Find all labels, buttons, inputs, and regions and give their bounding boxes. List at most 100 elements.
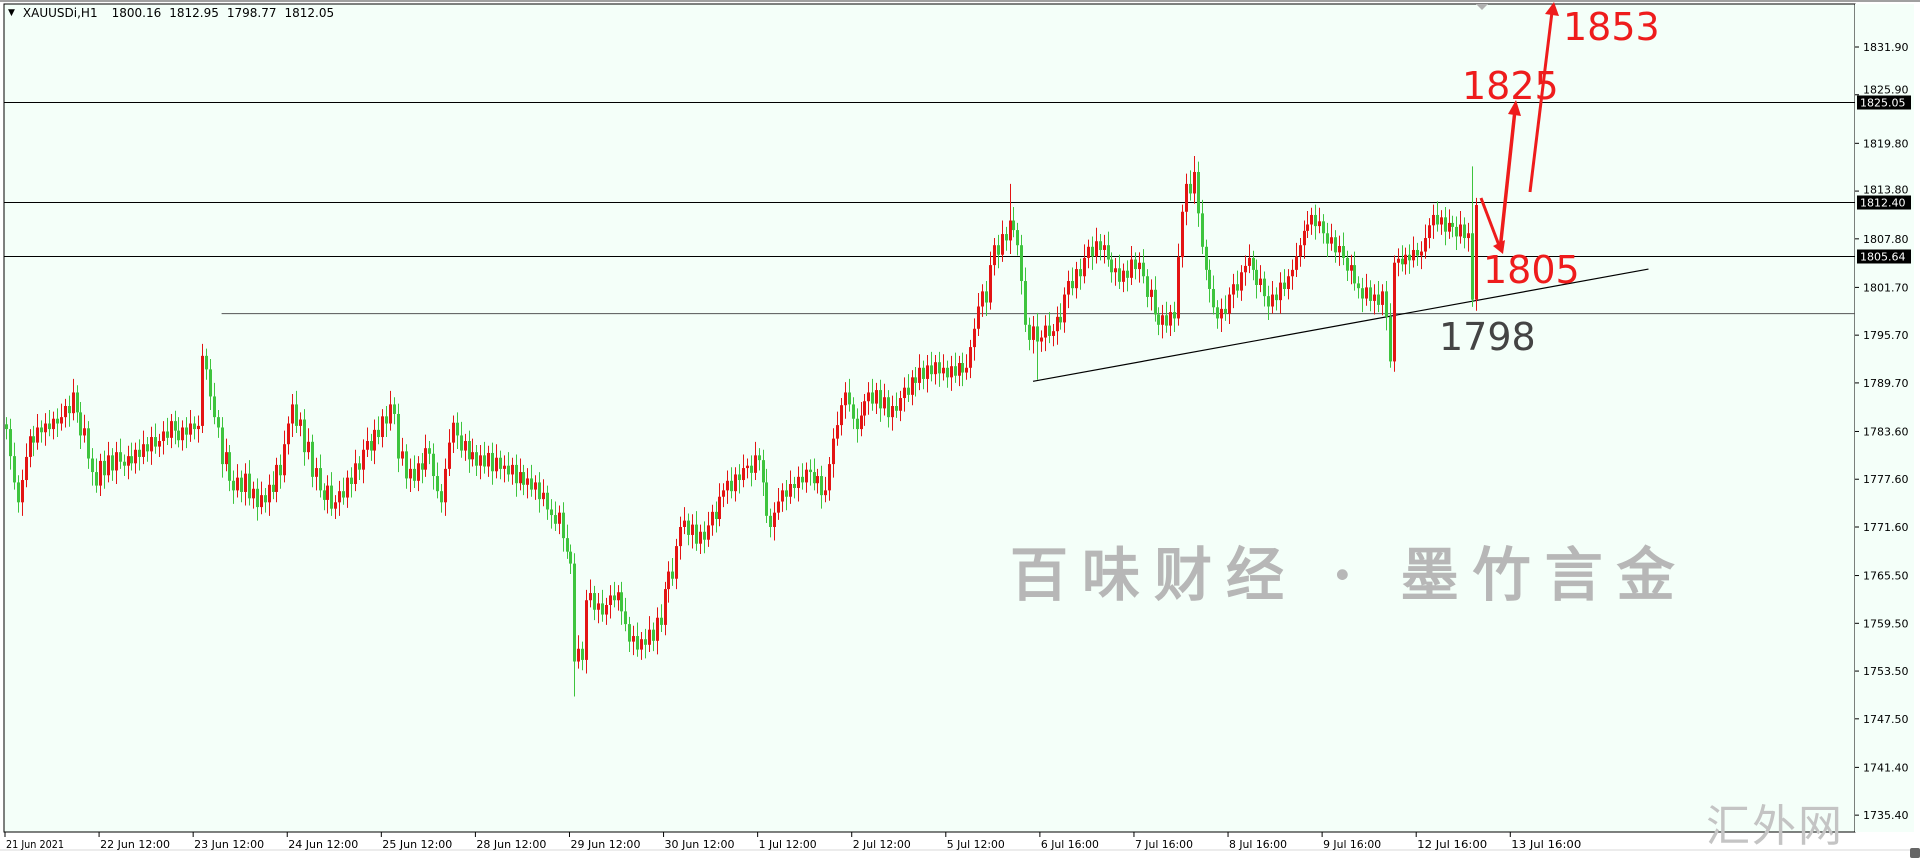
candle-body <box>511 464 514 475</box>
candle-body <box>127 456 130 466</box>
candle-body <box>632 636 635 642</box>
candle <box>754 441 757 481</box>
candle <box>1052 324 1055 347</box>
candle <box>805 462 808 493</box>
candle <box>409 458 412 492</box>
candle-body <box>1032 326 1035 340</box>
candle <box>311 434 314 488</box>
y-tick-label: 1777.60 <box>1863 473 1909 486</box>
candle-body <box>1306 224 1309 231</box>
candle <box>1208 259 1211 303</box>
candle <box>981 284 984 317</box>
candle <box>350 467 353 498</box>
candle-body <box>268 484 271 503</box>
candle-body <box>1048 325 1051 336</box>
candle-body <box>1338 246 1341 253</box>
candle <box>354 449 357 492</box>
candle-body <box>601 603 604 615</box>
candle-body <box>871 392 874 404</box>
candle-body <box>1024 281 1027 325</box>
candle-body <box>828 464 831 491</box>
y-tick-label: 1807.80 <box>1863 233 1909 246</box>
candle-body <box>997 245 1000 255</box>
candle <box>1165 301 1168 333</box>
candle-body <box>860 415 863 430</box>
candle <box>977 292 980 336</box>
rally-arrow-line <box>1498 109 1517 251</box>
candle-body <box>107 455 110 476</box>
candle <box>291 394 294 438</box>
candle <box>918 354 921 391</box>
candle <box>675 538 678 590</box>
candle-body <box>1334 237 1337 253</box>
candle-body <box>1052 331 1055 336</box>
candle-body <box>769 515 772 527</box>
candle <box>123 454 126 477</box>
candle-body <box>1165 315 1168 326</box>
candle <box>1012 206 1015 238</box>
candle <box>554 501 557 531</box>
price-label-box <box>1857 249 1911 264</box>
candle-body <box>213 396 216 418</box>
dropdown-triangle-icon[interactable]: ▼ <box>8 8 15 18</box>
candle-body <box>1122 270 1125 282</box>
candle <box>1001 220 1004 262</box>
x-tick-label: 8 Jul 16:00 <box>1229 838 1287 851</box>
candle <box>479 445 482 480</box>
candle <box>844 382 847 419</box>
candle-body <box>428 448 431 454</box>
candle <box>1397 248 1400 277</box>
candle-body <box>138 449 141 457</box>
candle <box>17 475 20 513</box>
candle-body <box>1059 316 1062 323</box>
candle <box>1287 269 1290 300</box>
candle-body <box>76 392 79 413</box>
candle-body <box>1114 268 1117 273</box>
candle <box>326 475 329 514</box>
candle <box>1107 231 1110 267</box>
candle <box>1150 279 1153 311</box>
candle-body <box>1381 291 1384 305</box>
candle <box>1009 183 1012 254</box>
candle-body <box>911 377 914 395</box>
candle <box>1404 247 1407 275</box>
candle-body <box>256 488 259 508</box>
x-tick-label: 28 Jun 12:00 <box>476 838 546 851</box>
candle <box>1381 284 1384 316</box>
candle-body <box>946 367 949 378</box>
candle-body <box>907 387 910 395</box>
candle <box>1224 295 1227 321</box>
candle <box>573 553 576 697</box>
candle <box>1306 210 1309 239</box>
candle-body <box>989 265 992 303</box>
candle <box>1177 243 1180 326</box>
candle-body <box>162 431 165 442</box>
candle-body <box>1475 205 1478 300</box>
y-tick-label: 1783.60 <box>1863 425 1909 438</box>
candle <box>1283 269 1286 297</box>
candle-body <box>350 477 353 485</box>
candle-body <box>417 463 420 481</box>
candle-body <box>1201 213 1204 247</box>
y-tick-label: 1771.60 <box>1863 521 1909 534</box>
candle-body <box>1134 259 1137 270</box>
candle-body <box>922 367 925 379</box>
candle <box>734 467 737 502</box>
candle-body <box>1075 269 1078 289</box>
candle-body <box>123 461 126 466</box>
candle-body <box>734 474 737 492</box>
candle-body <box>1216 307 1219 319</box>
candle-body <box>1385 291 1388 317</box>
candle-body <box>1455 226 1458 237</box>
candle <box>1220 298 1223 332</box>
candle-body <box>722 490 725 497</box>
candle <box>1232 273 1235 309</box>
candle <box>1063 287 1066 333</box>
candle-body <box>515 464 518 484</box>
candle-body <box>83 428 86 436</box>
candle <box>1416 242 1419 266</box>
candle-body <box>119 452 122 462</box>
candle-body <box>1001 234 1004 255</box>
candle <box>60 403 63 431</box>
